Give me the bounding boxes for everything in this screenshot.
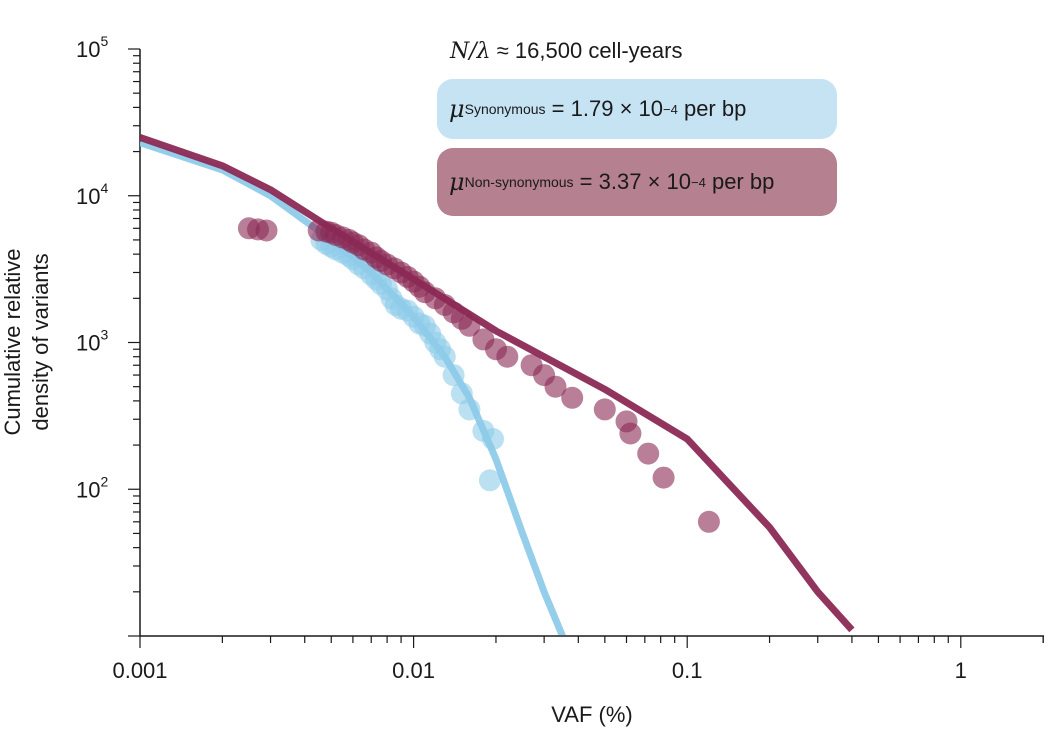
y-tick-label: 103 bbox=[76, 327, 108, 356]
n-lambda-annotation: N/λ ≈ 16,500 cell-years bbox=[450, 38, 682, 64]
nonsynonymous-point bbox=[496, 345, 519, 368]
rate-value: = 1.79 × 10 bbox=[551, 96, 663, 121]
y-tick-label: 102 bbox=[76, 473, 108, 502]
nonsynonymous-point bbox=[544, 375, 567, 398]
nonsynonymous-fit-line bbox=[140, 134, 855, 633]
mu-symbol: μ bbox=[449, 168, 465, 196]
synonymous-point bbox=[442, 364, 465, 387]
synonymous-point bbox=[433, 345, 456, 368]
y-tick-exponent: 3 bbox=[100, 327, 108, 343]
nonsynonymous-point bbox=[697, 510, 720, 533]
synonymous-point bbox=[458, 398, 481, 421]
data-points bbox=[237, 217, 720, 533]
y-tick-label: 105 bbox=[76, 33, 108, 62]
synonymous-point bbox=[478, 469, 501, 492]
y-tick-label: 104 bbox=[76, 180, 108, 209]
n-lambda-text: ≈ 16,500 cell-years bbox=[496, 38, 683, 63]
nonsynonymous-rate-box: μ Non-synonymous = 3.37 × 10 −4 per bp bbox=[437, 148, 837, 216]
mu-symbol: μ bbox=[449, 95, 465, 123]
rate-value: = 3.37 × 10 bbox=[579, 169, 691, 194]
synonymous-rate-box: μ Synonymous = 1.79 × 10 −4 per bp bbox=[437, 79, 837, 139]
x-tick-label: 0.001 bbox=[112, 658, 167, 683]
y-tick-exponent: 5 bbox=[100, 33, 108, 49]
mu-subscript: Synonymous bbox=[464, 101, 546, 117]
x-axis-title: VAF (%) bbox=[551, 702, 632, 727]
rate-unit: per bp bbox=[683, 96, 747, 121]
mu-subscript: Non-synonymous bbox=[464, 174, 574, 190]
nonsynonymous-point bbox=[561, 386, 584, 409]
nonsynonymous-point bbox=[619, 422, 642, 445]
axes bbox=[128, 48, 1044, 648]
nonsynonymous-point bbox=[652, 466, 675, 489]
rate-exponent: −4 bbox=[691, 174, 706, 190]
nonsynonymous-point bbox=[255, 219, 278, 242]
synonymous-fit-line bbox=[140, 139, 566, 635]
synonymous-point bbox=[482, 428, 504, 450]
y-tick-exponent: 4 bbox=[100, 180, 108, 196]
x-tick-label: 1 bbox=[955, 658, 967, 683]
y-tick-exponent: 2 bbox=[100, 473, 108, 489]
y-axis-title: Cumulative relative bbox=[0, 248, 25, 435]
rate-exponent: −4 bbox=[663, 101, 678, 117]
y-axis-title: density of variants bbox=[28, 253, 53, 430]
x-tick-label: 0.01 bbox=[392, 658, 435, 683]
rate-unit: per bp bbox=[711, 169, 775, 194]
nonsynonymous-point bbox=[637, 442, 660, 465]
n-lambda-symbol: N/λ bbox=[450, 39, 491, 64]
nonsynonymous-point bbox=[593, 398, 616, 421]
nonsynonymous-point bbox=[458, 314, 481, 337]
axis-labels: 0.001 0.01 0.1 1 102 103 104 105 VAF (%) Cumulati… bbox=[0, 33, 967, 727]
x-tick-label: 0.1 bbox=[672, 658, 703, 683]
